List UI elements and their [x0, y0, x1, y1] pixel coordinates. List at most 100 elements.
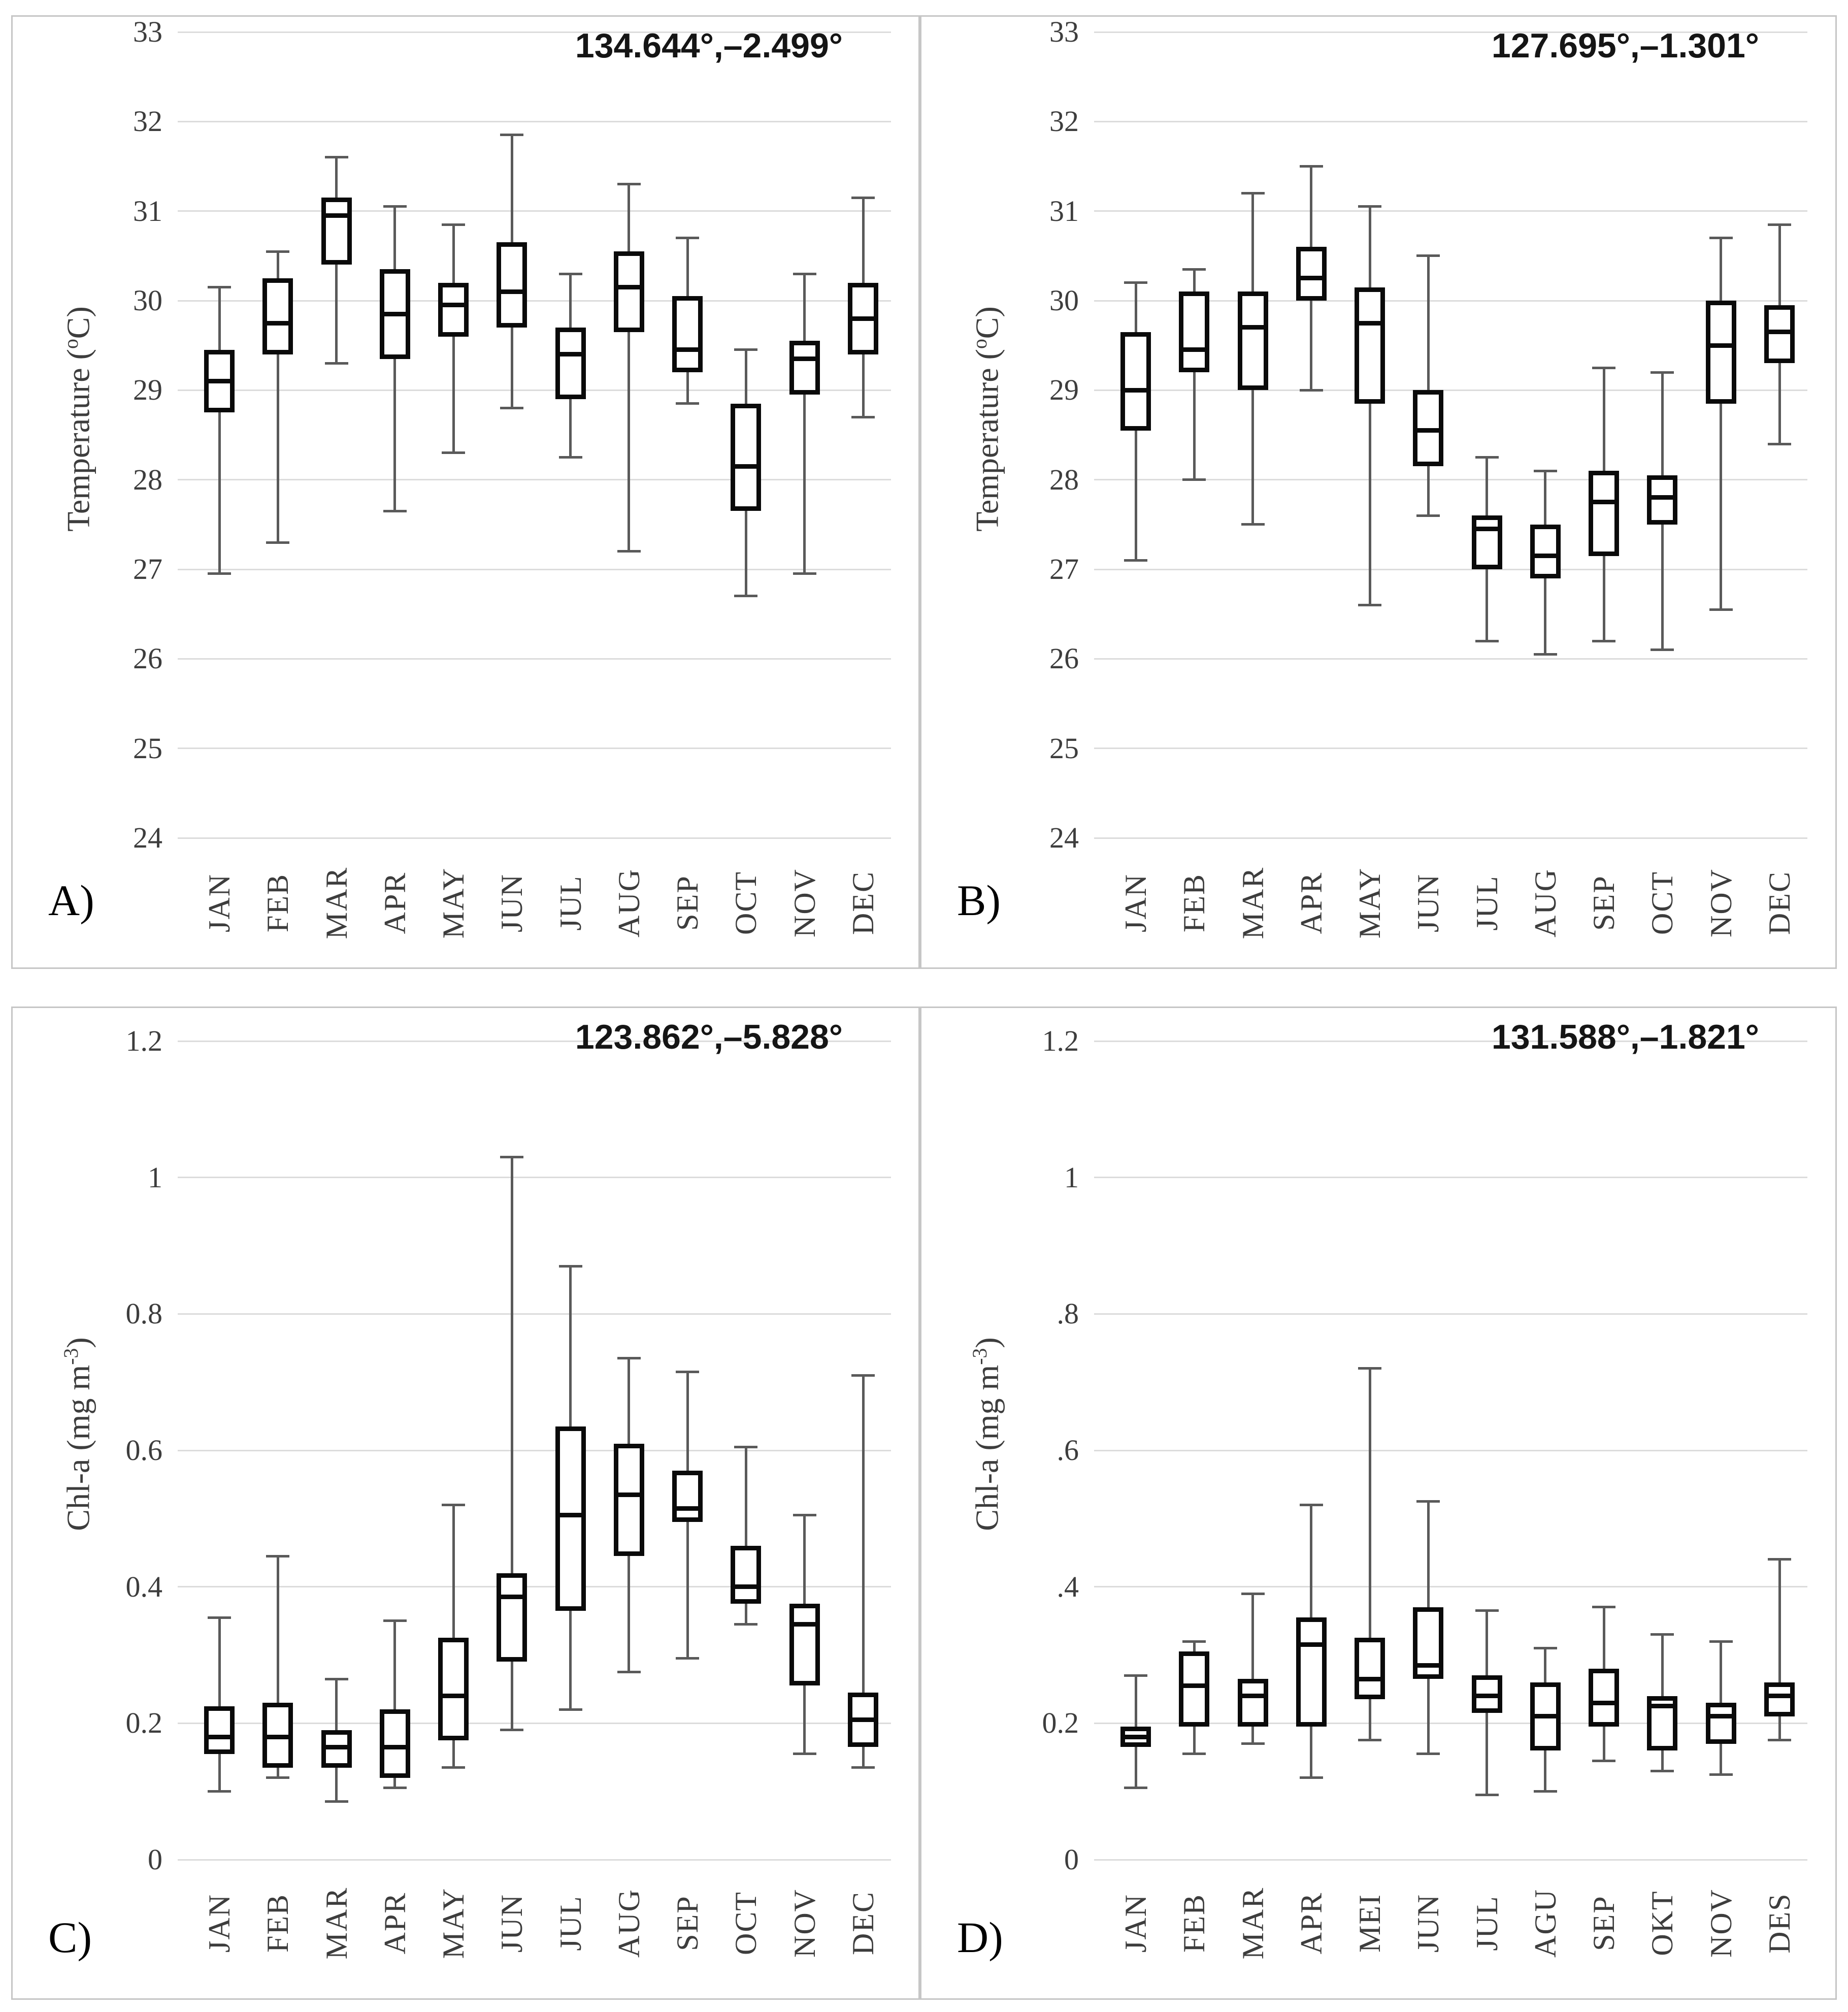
- gridline-a-32: [178, 120, 891, 122]
- gridline-b-32: [1094, 120, 1807, 122]
- median-a-oct: [735, 464, 757, 469]
- gridline-d-1.2: [1094, 1040, 1807, 1042]
- median-a-dec: [852, 316, 874, 321]
- month-label-a-dec: DEC: [846, 871, 880, 935]
- whisker-cap-bottom-d-agu: [1533, 1790, 1557, 1793]
- gridline-d-.8: [1094, 1313, 1807, 1315]
- gridline-d-0: [1094, 1859, 1807, 1861]
- gridline-d-.6: [1094, 1449, 1807, 1451]
- y-tick-label: 1: [1064, 1160, 1079, 1194]
- panel-title-d: 131.588°,–1.821°: [1491, 1018, 1759, 1056]
- whisker-cap-bottom-a-jul: [558, 456, 582, 459]
- gridline-b-28: [1094, 479, 1807, 481]
- gridline-c-0.4: [178, 1586, 891, 1588]
- box-b-sep: [1589, 471, 1620, 556]
- whisker-a-nov: [803, 274, 806, 574]
- gridline-b-26: [1094, 658, 1807, 660]
- median-d-jun: [1417, 1663, 1439, 1668]
- month-label-a-sep: SEP: [671, 875, 705, 931]
- median-a-feb: [267, 320, 289, 326]
- y-tick-label: 31: [133, 194, 162, 228]
- median-d-jul: [1476, 1694, 1498, 1699]
- median-d-nov: [1710, 1714, 1732, 1719]
- whisker-cap-top-c-jun: [500, 1155, 524, 1158]
- y-tick-label: .4: [1057, 1570, 1079, 1603]
- median-d-feb: [1183, 1683, 1205, 1688]
- month-label-a-jan: JAN: [203, 873, 236, 933]
- whisker-cap-bottom-c-sep: [676, 1657, 700, 1660]
- y-axis-label-part: Temperature (: [60, 348, 96, 532]
- box-c-sep: [672, 1471, 703, 1522]
- whisker-cap-top-b-jun: [1416, 254, 1440, 257]
- whisker-cap-bottom-d-nov: [1709, 1773, 1733, 1776]
- box-c-oct: [731, 1546, 762, 1604]
- whisker-cap-bottom-c-aug: [617, 1671, 641, 1674]
- y-axis-label-part: Chl-a (mg m: [969, 1365, 1005, 1531]
- gridline-b-27: [1094, 568, 1807, 570]
- y-axis-label-part: Chl-a (mg m: [60, 1365, 96, 1531]
- month-label-d-apr: APR: [1294, 1892, 1328, 1955]
- box-a-aug: [613, 251, 644, 332]
- month-label-c-aug: AUG: [612, 1889, 646, 1958]
- whisker-cap-top-c-jan: [208, 1616, 231, 1619]
- month-label-b-mar: MAR: [1236, 866, 1270, 939]
- box-b-feb: [1179, 291, 1210, 373]
- y-tick-label: 0: [1064, 1843, 1079, 1876]
- whisker-cap-bottom-a-jan: [208, 572, 231, 575]
- gridline-c-0.6: [178, 1449, 891, 1451]
- median-c-sep: [677, 1506, 699, 1511]
- whisker-cap-top-a-jun: [500, 134, 524, 137]
- y-axis-label-part: -3: [60, 1348, 82, 1365]
- whisker-cap-bottom-d-apr: [1299, 1776, 1323, 1779]
- month-label-c-sep: SEP: [671, 1895, 705, 1951]
- gridline-d-.4: [1094, 1586, 1807, 1588]
- y-tick-label: 0: [148, 1843, 162, 1876]
- month-label-a-apr: APR: [378, 871, 412, 934]
- median-a-nov: [794, 356, 815, 362]
- whisker-cap-bottom-c-jun: [500, 1729, 524, 1732]
- month-label-a-oct: OCT: [729, 871, 763, 935]
- y-axis-label-part: o: [60, 338, 82, 349]
- median-c-nov: [794, 1622, 815, 1627]
- month-label-d-mar: MAR: [1236, 1887, 1270, 1960]
- gridline-a-25: [178, 748, 891, 750]
- gridline-c-1: [178, 1177, 891, 1179]
- whisker-cap-top-d-nov: [1709, 1640, 1733, 1643]
- gridline-a-29: [178, 389, 891, 391]
- median-b-jan: [1125, 387, 1146, 393]
- median-c-jun: [501, 1595, 523, 1600]
- y-axis-label-d: Chl-a (mg m-3): [960, 1155, 1005, 1713]
- whisker-cap-bottom-b-mar: [1241, 523, 1265, 526]
- whisker-cap-top-d-feb: [1182, 1640, 1206, 1643]
- whisker-cap-bottom-b-nov: [1709, 608, 1733, 611]
- month-label-d-sep: SEP: [1587, 1895, 1621, 1951]
- gridline-a-28: [178, 479, 891, 481]
- median-c-may: [443, 1694, 465, 1699]
- panel-a: 33 32 31 30 29 28 27 26 25 24 JAN FEB MAR APR MAY JUN JU…: [11, 15, 920, 969]
- month-label-b-aug: AUG: [1528, 868, 1562, 937]
- month-label-b-may: MAY: [1353, 867, 1387, 939]
- whisker-cap-top-c-dec: [851, 1374, 875, 1377]
- month-label-b-jan: JAN: [1119, 873, 1152, 933]
- whisker-c-oct: [744, 1447, 747, 1625]
- box-b-apr: [1296, 247, 1327, 301]
- median-c-feb: [267, 1734, 289, 1739]
- box-a-nov: [789, 341, 820, 395]
- month-label-c-apr: APR: [378, 1892, 412, 1955]
- gridline-b-33: [1094, 31, 1807, 33]
- whisker-cap-bottom-a-mar: [324, 362, 348, 365]
- whisker-cap-top-b-nov: [1709, 237, 1733, 240]
- whisker-b-nov: [1720, 238, 1723, 610]
- whisker-cap-bottom-d-sep: [1592, 1759, 1616, 1762]
- whisker-cap-bottom-b-jul: [1475, 639, 1499, 642]
- box-a-may: [438, 282, 469, 337]
- median-a-aug: [618, 285, 640, 290]
- box-c-aug: [613, 1443, 644, 1556]
- whisker-b-may: [1368, 206, 1371, 605]
- gridline-a-30: [178, 300, 891, 302]
- whisker-d-des: [1778, 1559, 1781, 1740]
- whisker-cap-top-c-may: [442, 1503, 466, 1506]
- gridline-c-0.8: [178, 1313, 891, 1315]
- median-b-nov: [1710, 343, 1732, 348]
- y-axis-label-part: Temperature (: [969, 348, 1005, 532]
